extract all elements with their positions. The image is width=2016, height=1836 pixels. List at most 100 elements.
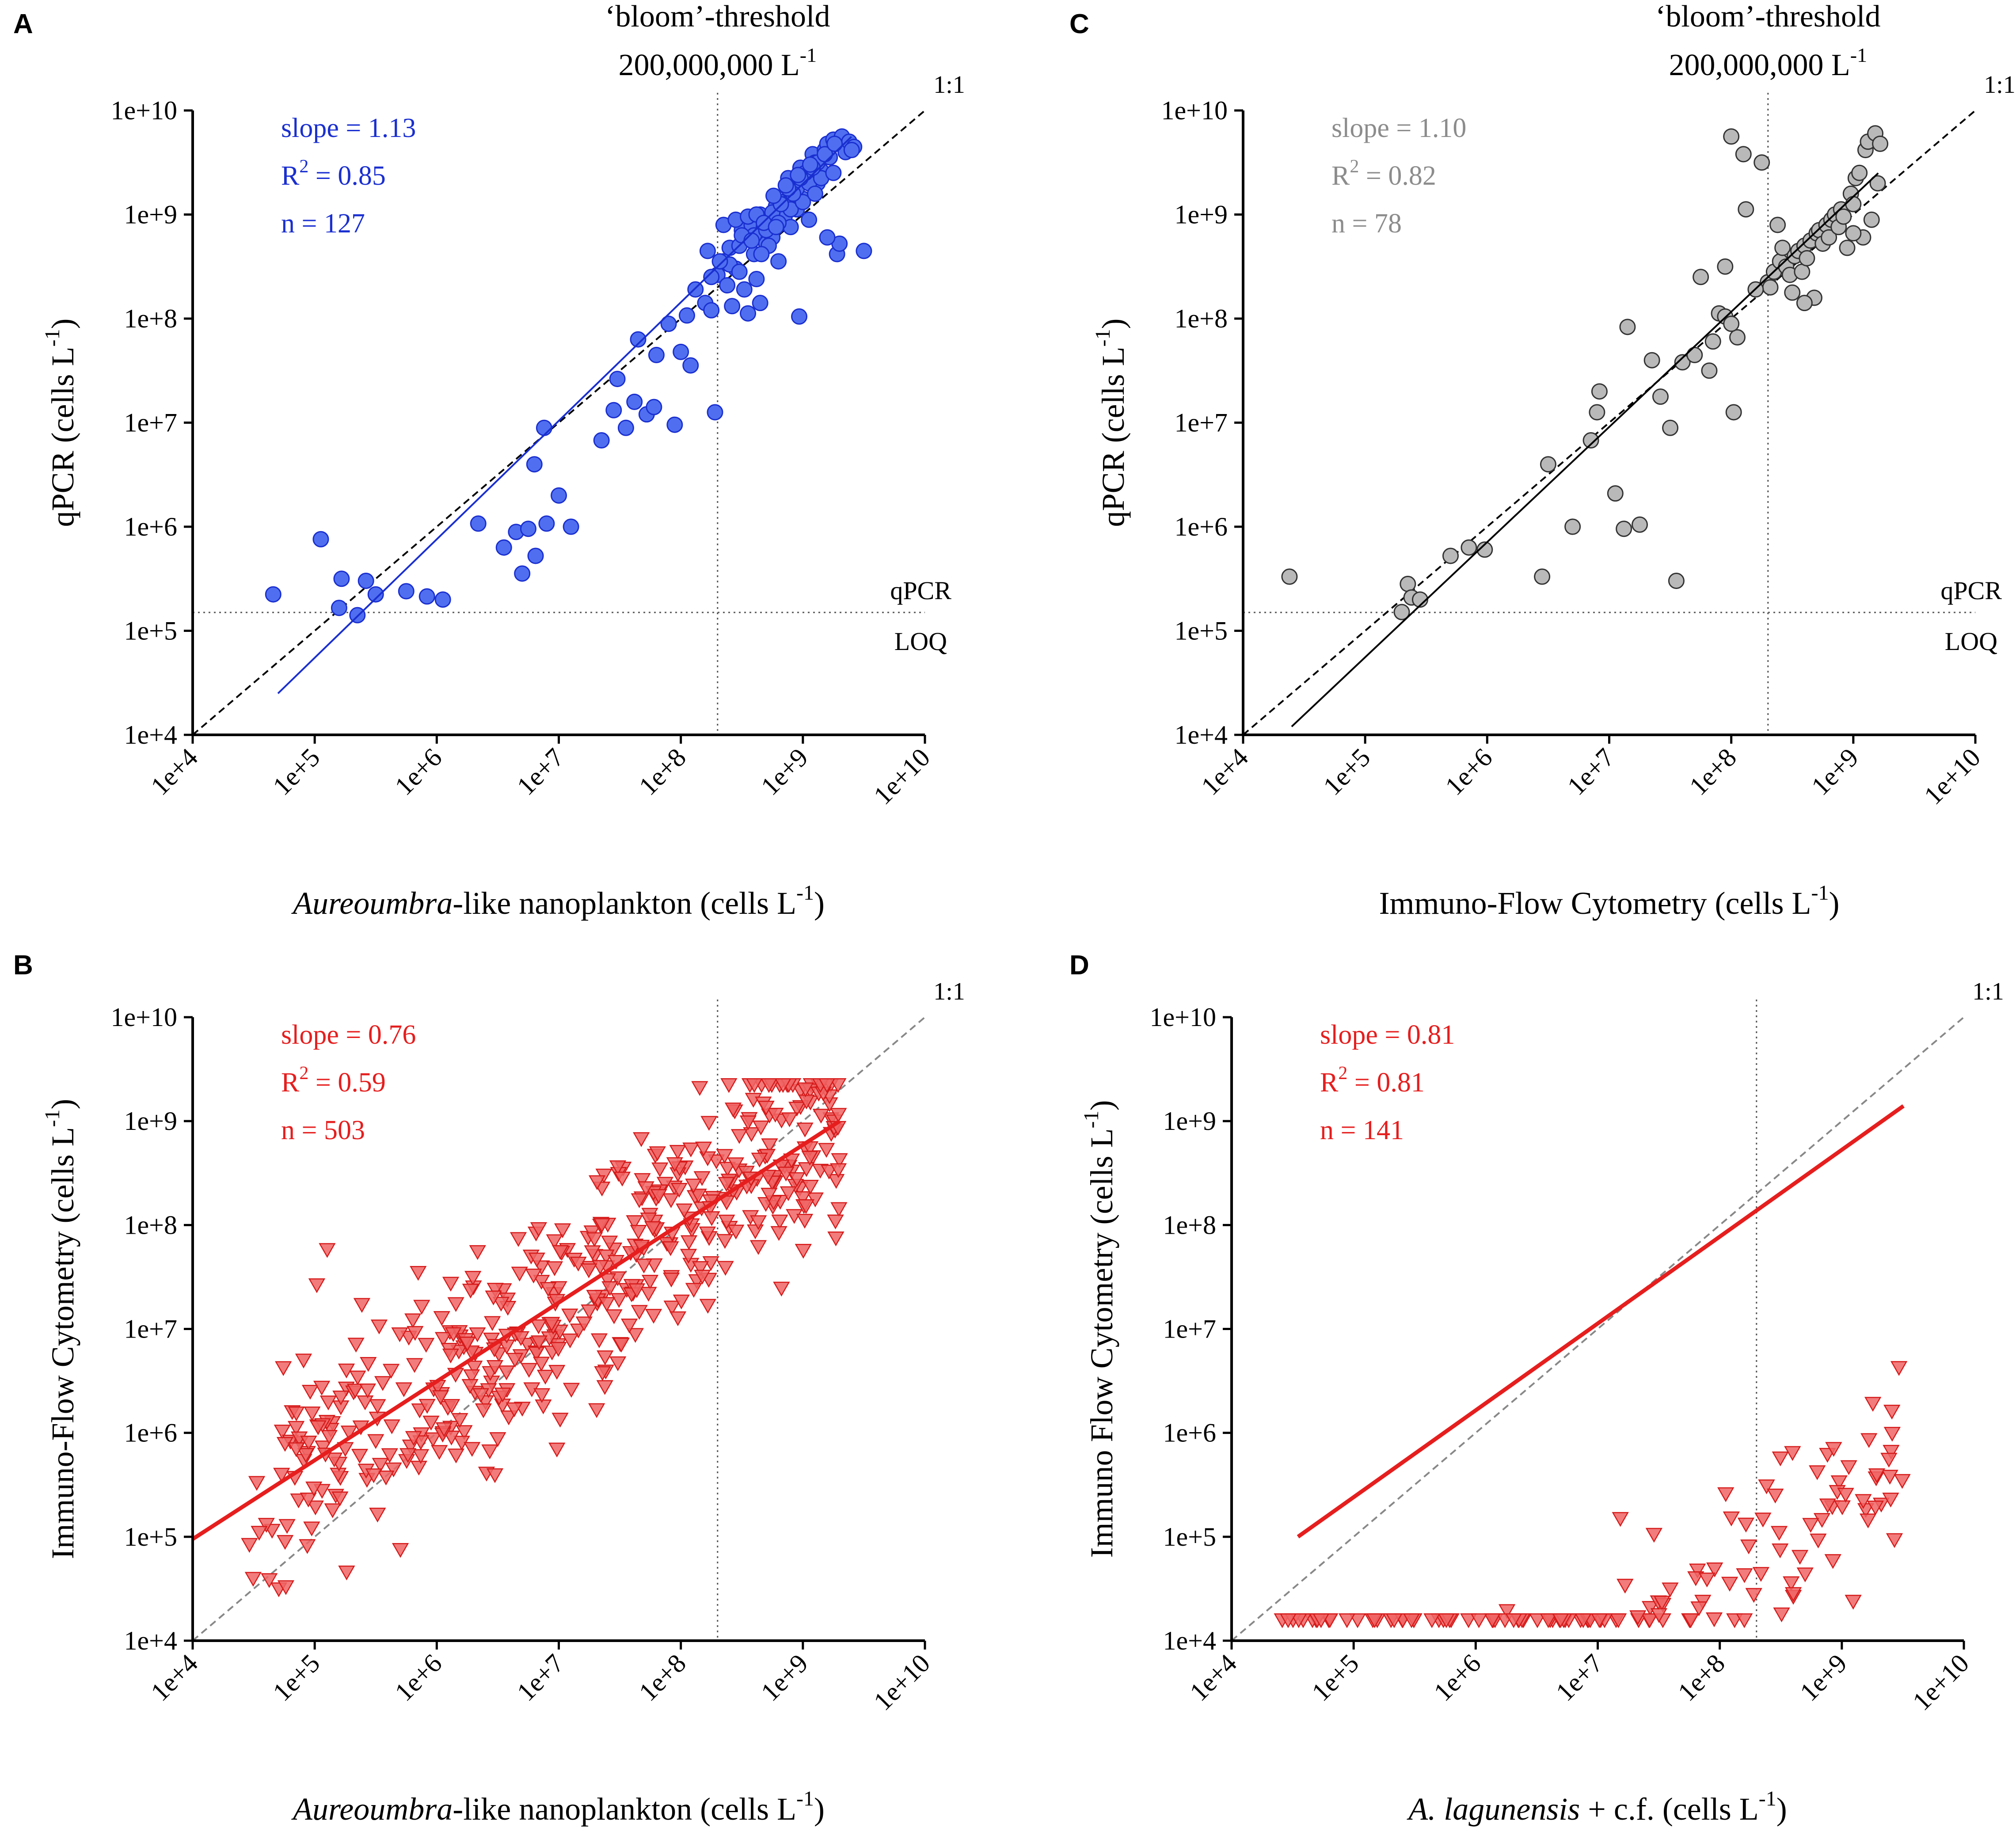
- data-point: [506, 1402, 523, 1418]
- data-point: [586, 1232, 603, 1247]
- data-point: [1845, 1595, 1862, 1610]
- data-point: [1737, 1517, 1755, 1533]
- data-point: [1505, 1613, 1522, 1628]
- data-point: [338, 1565, 355, 1581]
- data-point: [802, 156, 818, 173]
- data-point: [826, 135, 843, 152]
- data-point: [1403, 1613, 1420, 1628]
- x-label-close: ): [814, 1791, 825, 1827]
- data-point: [685, 1178, 702, 1194]
- data-point: [1754, 1513, 1772, 1528]
- data-points: [1274, 1361, 1911, 1628]
- data-point: [650, 1189, 667, 1204]
- data-point: [703, 1211, 720, 1226]
- data-point: [593, 432, 610, 449]
- data-point: [552, 1245, 569, 1260]
- data-point: [1810, 1533, 1827, 1549]
- data-point: [1687, 1571, 1704, 1586]
- x-tick-label: 1e+8: [633, 1649, 692, 1707]
- data-point: [1770, 1526, 1788, 1541]
- data-point: [662, 1241, 679, 1256]
- data-point: [740, 305, 757, 322]
- data-point: [1813, 1513, 1831, 1528]
- data-point: [757, 1101, 775, 1116]
- data-point: [1470, 1613, 1487, 1628]
- x-tick-label: 1e+4: [145, 743, 203, 801]
- data-point: [546, 1234, 563, 1249]
- data-point: [530, 1335, 548, 1350]
- y-tick-label: 1e+5: [1163, 1522, 1216, 1551]
- data-point: [520, 521, 536, 537]
- data-point: [617, 419, 634, 436]
- data-point: [319, 1243, 336, 1258]
- data-point: [391, 1327, 408, 1342]
- data-point: [1723, 316, 1740, 332]
- y-tick-label: 1e+10: [111, 1003, 177, 1032]
- identity-line: [1231, 1016, 1965, 1642]
- data-point: [418, 1399, 436, 1414]
- data-point: [598, 1297, 616, 1312]
- data-point: [685, 1283, 703, 1298]
- data-point: [1706, 1562, 1723, 1578]
- data-point: [1872, 135, 1889, 152]
- y-tick-label: 1e+5: [1175, 616, 1228, 646]
- data-point: [459, 1337, 476, 1352]
- data-point: [791, 308, 808, 325]
- data-point: [588, 1403, 605, 1418]
- bloom-threshold-value: 200,000,000 L-1: [1669, 44, 1868, 82]
- data-point: [535, 1399, 552, 1414]
- data-point: [1762, 279, 1779, 296]
- loq-label-qpcr: qPCR: [1940, 576, 2002, 605]
- data-point: [825, 164, 842, 181]
- data-point: [1393, 604, 1410, 620]
- data-point: [802, 1179, 819, 1195]
- data-point: [251, 1526, 268, 1541]
- y-tick-label: 1e+10: [111, 96, 177, 125]
- y-axis-label: Immuno Flow Cytometry (cells L-1): [1080, 1100, 1119, 1558]
- x-label-sup: -1: [796, 881, 814, 905]
- data-point: [703, 302, 720, 319]
- regression-line: [277, 136, 852, 694]
- data-point: [1735, 146, 1752, 163]
- data-point: [481, 1444, 498, 1460]
- data-point: [691, 1081, 708, 1096]
- data-point: [1540, 1613, 1557, 1628]
- data-point: [828, 1174, 845, 1189]
- data-point: [1767, 1488, 1784, 1504]
- data-point: [747, 1224, 764, 1239]
- data-point: [676, 1203, 693, 1219]
- data-point: [1886, 1533, 1903, 1548]
- data-point: [599, 1273, 616, 1289]
- data-point: [640, 1213, 657, 1228]
- data-point: [1845, 225, 1862, 242]
- data-point: [1773, 1607, 1790, 1623]
- data-point: [530, 1319, 547, 1334]
- x-tick-label: 1e+6: [389, 1649, 448, 1707]
- data-point: [820, 1164, 838, 1180]
- data-point: [445, 1327, 462, 1342]
- data-point: [1616, 521, 1632, 537]
- data-point: [699, 1226, 716, 1242]
- data-point: [1883, 1444, 1900, 1460]
- data-point: [1752, 1567, 1770, 1582]
- x-tick-label: 1e+10: [1918, 743, 1986, 810]
- data-point: [716, 1149, 733, 1164]
- stats-sup: 2: [1350, 156, 1359, 177]
- data-point: [287, 1421, 305, 1436]
- data-point: [818, 1078, 836, 1093]
- data-point: [1864, 1397, 1882, 1412]
- data-point: [1796, 295, 1813, 312]
- data-point: [332, 1390, 350, 1406]
- y-tick-label: 1e+9: [1163, 1106, 1216, 1136]
- data-point: [1619, 319, 1636, 335]
- data-point: [1794, 263, 1811, 280]
- data-point: [528, 1252, 545, 1268]
- data-point: [1882, 1492, 1899, 1508]
- y-tick-label: 1e+4: [1163, 1626, 1216, 1655]
- data-point: [1774, 239, 1791, 256]
- regression-line: [1297, 1104, 1905, 1539]
- stats-line: n = 127: [281, 209, 365, 239]
- data-point: [360, 1357, 377, 1372]
- data-point: [682, 357, 699, 374]
- data-point: [739, 1115, 757, 1130]
